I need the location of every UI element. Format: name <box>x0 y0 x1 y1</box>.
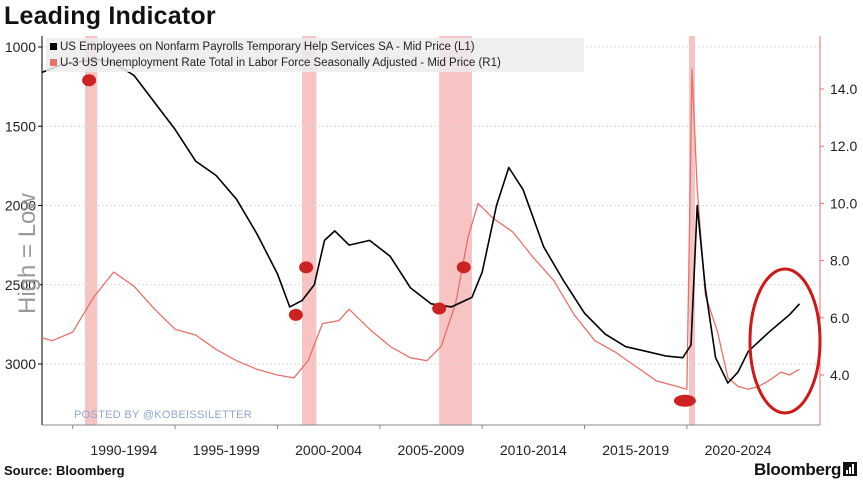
series-line-unemployment <box>41 68 800 390</box>
x-tick-label: 2020-2024 <box>705 442 772 458</box>
x-tick-label: 2000-2004 <box>295 442 362 458</box>
watermark-text: High = Low <box>14 193 41 314</box>
event-marker-5 <box>456 261 471 274</box>
recession-bands <box>84 36 695 425</box>
x-tick-label: 2005-2009 <box>398 442 465 458</box>
axes: 1000 1500 2000 2500 3000 4.0 6.0 8.0 10.0 12.0 14.… <box>5 36 857 458</box>
right-tick-label: 14.0 <box>830 81 857 97</box>
right-tick-label: 8.0 <box>830 253 850 269</box>
x-tick-label: 1990-1994 <box>90 442 157 458</box>
event-marker-4 <box>432 302 447 315</box>
event-marker-2 <box>299 261 314 274</box>
recession-band-2 <box>302 36 317 425</box>
legend-swatch-payrolls <box>50 43 57 51</box>
bloomberg-terminal-icon <box>843 462 857 476</box>
x-tick-label: 2010-2014 <box>500 442 567 458</box>
event-marker-1 <box>82 74 97 87</box>
left-tick-label: 1000 <box>5 39 36 55</box>
series-line-payrolls <box>41 58 801 384</box>
legend-item-unemployment: U-3 US Unemployment Rate Total in Labor … <box>50 57 501 69</box>
grid <box>42 46 820 365</box>
legend-label-payrolls: US Employees on Nonfarm Payrolls Tempora… <box>60 41 475 53</box>
legend: US Employees on Nonfarm Payrolls Tempora… <box>46 38 584 72</box>
legend-label-unemployment: U-3 US Unemployment Rate Total in Labor … <box>60 57 501 69</box>
x-tick-label: 2015-2019 <box>602 442 669 458</box>
posted-by-watermark: POSTED BY @KOBEISSILETTER <box>74 409 253 421</box>
x-tick-label: 1995-1999 <box>193 442 260 458</box>
recession-band-1 <box>84 36 98 425</box>
recession-band-4 <box>688 36 695 425</box>
right-tick-label: 10.0 <box>830 195 857 211</box>
chart-title: Leading Indicator <box>4 2 216 30</box>
right-tick-label: 6.0 <box>830 310 850 326</box>
highlight-circle <box>748 267 822 415</box>
series <box>41 58 801 390</box>
brand-logo-text: Bloomberg <box>754 460 842 479</box>
recession-band-3 <box>439 36 472 425</box>
left-tick-label: 1500 <box>5 118 36 134</box>
legend-swatch-unemployment <box>50 59 57 67</box>
event-markers <box>82 74 696 407</box>
source-label: Source: Bloomberg <box>4 463 125 478</box>
right-tick-label: 4.0 <box>830 367 850 383</box>
event-marker-6 <box>673 394 696 407</box>
legend-item-payrolls: US Employees on Nonfarm Payrolls Tempora… <box>50 41 475 53</box>
left-tick-label: 2000 <box>5 198 36 214</box>
right-tick-label: 12.0 <box>830 138 857 154</box>
event-marker-3 <box>288 308 303 321</box>
left-tick-label: 2500 <box>5 277 36 293</box>
left-tick-label: 3000 <box>5 356 36 372</box>
